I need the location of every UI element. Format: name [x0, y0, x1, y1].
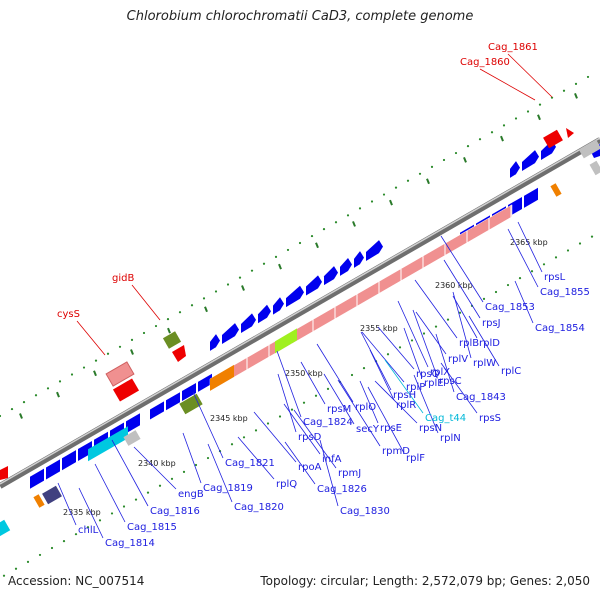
gene-label-Cag_1854[interactable]: Cag_1854: [535, 323, 585, 334]
gene-label-rpoA[interactable]: rpoA: [298, 462, 322, 473]
tick-2360: 2360 kbp: [435, 281, 473, 290]
gene-label-Cag_1824[interactable]: Cag_1824: [303, 417, 353, 428]
forward-gene-track: [210, 140, 556, 351]
gene-label-Cag_1819[interactable]: Cag_1819: [203, 483, 253, 494]
coordinate-ticks: 2335 kbp 2340 kbp 2345 kbp 2350 kbp 2355…: [63, 238, 548, 517]
gc-track-outer: [0, 75, 590, 418]
gene-label-rplW[interactable]: rplW: [473, 358, 496, 369]
gene-label-Cag_1860[interactable]: Cag_1860: [460, 57, 510, 68]
gene-label-rplC[interactable]: rplC: [501, 366, 521, 377]
gene-label-rpsE[interactable]: rpsE: [380, 423, 402, 434]
cysS-gene[interactable]: [105, 361, 135, 387]
tick-2340: 2340 kbp: [138, 459, 176, 468]
gidB-gene[interactable]: [172, 345, 186, 362]
topology-text: Topology: circular; Length: 2,572,079 bp…: [260, 574, 590, 588]
gene-label-secY[interactable]: secY: [356, 424, 380, 435]
gene-label-rpsJ[interactable]: rpsJ: [482, 318, 501, 329]
gene-label-cysS[interactable]: cysS: [57, 309, 80, 320]
gene-label-Cag_1830[interactable]: Cag_1830: [340, 506, 390, 517]
gene-label-rplO[interactable]: rplO: [355, 402, 376, 413]
gene-label-rpsC[interactable]: rpsC: [439, 376, 462, 387]
gene-label-rpsQ[interactable]: rpsQ: [416, 369, 440, 380]
gene-label-rplV[interactable]: rplV: [448, 354, 468, 365]
outer-features: [0, 128, 600, 480]
gene-label-infA[interactable]: infA: [322, 454, 342, 465]
accession-text: Accession: NC_007514: [8, 574, 145, 588]
Cag_1860-gene[interactable]: [543, 129, 563, 149]
gene-label-rpsL[interactable]: rpsL: [544, 272, 566, 283]
gene-label-Cag_1855[interactable]: Cag_1855: [540, 287, 590, 298]
genome-backbone: [0, 137, 600, 489]
gene-label-rplX[interactable]: rplX: [430, 367, 450, 378]
tick-marks: [19, 93, 578, 419]
gene-labels: chlL Cag_1814 Cag_1815 Cag_1816 engBCag_1819…: [57, 42, 590, 549]
gene-label-Cag_1853[interactable]: Cag_1853: [485, 302, 535, 313]
edge-red-gene[interactable]: [0, 466, 8, 480]
Cag_1861-gene[interactable]: [566, 128, 574, 138]
gene-label-Cag_1826[interactable]: Cag_1826: [317, 484, 367, 495]
gene-label-rplQ[interactable]: rplQ: [276, 479, 297, 490]
gene-label-gidB[interactable]: gidB: [112, 273, 134, 284]
gene-label-rplP[interactable]: rplP: [406, 382, 425, 393]
gene-label-Cag_1815[interactable]: Cag_1815: [127, 522, 177, 533]
inner-features: [0, 139, 600, 537]
red-gene[interactable]: [112, 378, 140, 402]
gene-label-rplN[interactable]: rplN: [440, 433, 461, 444]
gene-label-rpmJ[interactable]: rpmJ: [338, 468, 361, 479]
reverse-gene-track: [30, 187, 538, 489]
gene-label-Cag_t44[interactable]: Cag_t44: [425, 413, 466, 424]
tick-2365: 2365 kbp: [510, 238, 548, 247]
gene-label-Cag_1861[interactable]: Cag_1861: [488, 42, 538, 53]
gene-label-rpsS[interactable]: rpsS: [479, 413, 501, 424]
gene-label-rpsM[interactable]: rpsM: [327, 404, 351, 415]
gene-label-rpsD[interactable]: rpsD: [298, 432, 322, 443]
gene-label-Cag_1843[interactable]: Cag_1843: [456, 392, 506, 403]
gene-label-Cag_1821[interactable]: Cag_1821: [225, 458, 275, 469]
gene-label-rpmD[interactable]: rpmD: [382, 446, 410, 457]
gidB-olive-gene[interactable]: [162, 331, 182, 349]
gene-label-rplD[interactable]: rplD: [479, 338, 500, 349]
gene-label-rplF[interactable]: rplF: [406, 453, 425, 464]
tick-2345: 2345 kbp: [210, 414, 248, 423]
gene-label-Cag_1820[interactable]: Cag_1820: [234, 502, 284, 513]
label-leaders: [57, 53, 553, 539]
gene-label-rpsN[interactable]: rpsN: [419, 423, 442, 434]
map-title: Chlorobium chlorochromatii CaD3, complet…: [126, 9, 474, 24]
tick-2335: 2335 kbp: [63, 508, 101, 517]
gene-label-rplE[interactable]: rplE: [424, 378, 444, 389]
gene-label-rplB[interactable]: rplB: [459, 338, 479, 349]
gene-label-engB[interactable]: engB: [178, 489, 204, 500]
gene-label-Cag_1814[interactable]: Cag_1814: [105, 538, 155, 549]
gene-label-Cag_1816[interactable]: Cag_1816: [150, 506, 200, 517]
tick-2350: 2350 kbp: [285, 369, 323, 378]
gene-label-rplR[interactable]: rplR: [396, 400, 416, 411]
gene-label-chlL[interactable]: chlL: [78, 525, 99, 536]
gene-label-rpsH[interactable]: rpsH: [393, 390, 416, 401]
